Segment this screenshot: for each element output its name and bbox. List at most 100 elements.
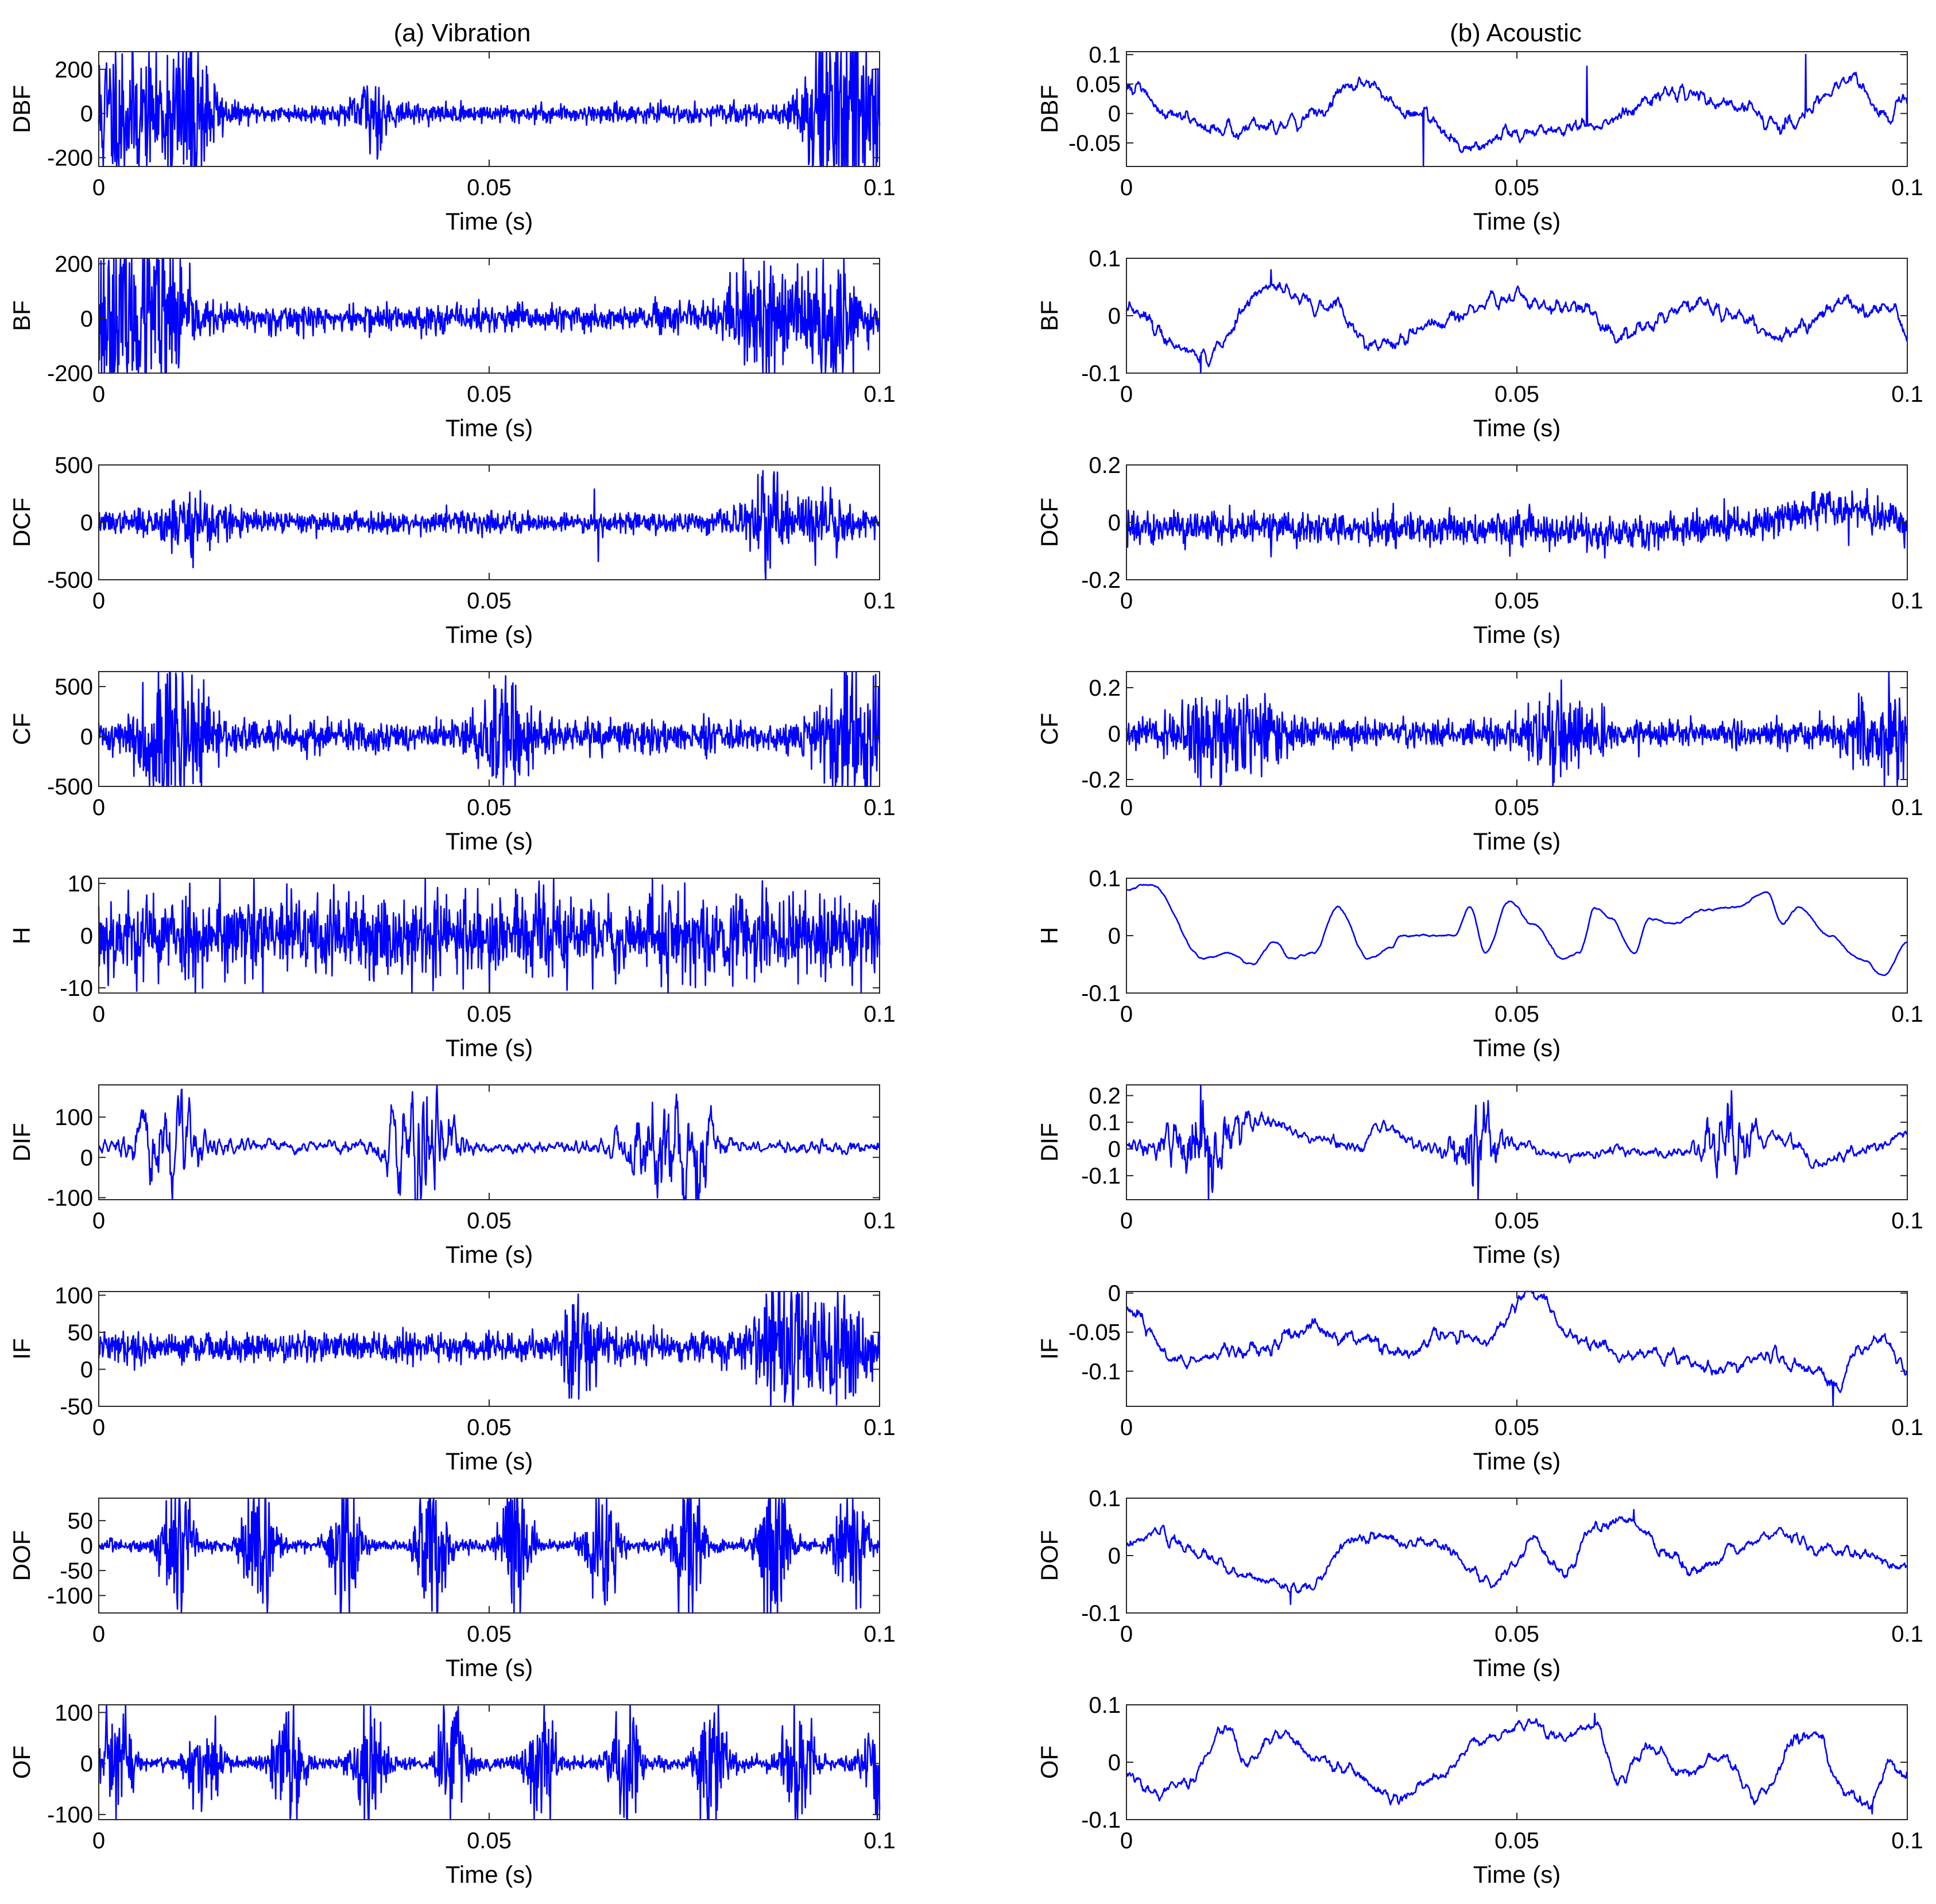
x-tick-label: 0 — [1120, 1415, 1133, 1440]
x-tick-label: 0.05 — [467, 1002, 512, 1027]
series-line — [98, 1497, 880, 1614]
x-tick-label: 0.05 — [467, 1208, 512, 1234]
series-line — [1126, 1712, 1908, 1815]
y-axis-label: DIF — [8, 1123, 35, 1162]
y-tick-label: -0.2 — [1081, 767, 1121, 793]
series-line — [1125, 1509, 1908, 1606]
x-tick-label: 0.1 — [1891, 795, 1923, 820]
y-axis-label: DOF — [8, 1530, 35, 1581]
y-axis-label: DBF — [1036, 85, 1063, 133]
x-tick-label: 0.05 — [467, 1415, 512, 1440]
series-line — [1125, 670, 1908, 788]
y-tick-label: 0 — [80, 510, 93, 536]
plot-frame — [1126, 1291, 1908, 1407]
x-axis-label: Time (s) — [446, 1241, 533, 1268]
x-tick-label: 0 — [1120, 795, 1133, 820]
series-line — [98, 1290, 881, 1407]
x-tick-label: 0.05 — [1494, 1208, 1539, 1234]
y-tick-label: -0.05 — [1068, 1320, 1121, 1345]
x-axis-label: Time (s) — [1473, 1034, 1561, 1061]
y-tick-label: -500 — [47, 774, 93, 800]
y-axis-label: DOF — [1036, 1530, 1063, 1581]
x-tick-label: 0 — [1120, 1622, 1133, 1647]
y-tick-label: 0.1 — [1089, 866, 1121, 891]
y-tick-label: 100 — [55, 1700, 93, 1725]
x-tick-label: 0.05 — [1494, 1828, 1539, 1853]
x-tick-label: 0.1 — [1891, 382, 1923, 407]
y-axis-label: CF — [8, 713, 35, 745]
y-tick-label: 500 — [55, 674, 93, 700]
y-axis-label: IF — [1036, 1338, 1063, 1359]
x-tick-label: 0.05 — [1494, 588, 1539, 614]
y-axis-label: BF — [8, 300, 35, 331]
x-tick-label: 0 — [1120, 1828, 1133, 1853]
y-tick-label: -0.2 — [1081, 568, 1121, 593]
x-tick-label: 0.1 — [864, 1622, 896, 1647]
y-tick-label: 500 — [55, 453, 93, 478]
series-line — [98, 670, 881, 788]
y-tick-label: 0.05 — [1076, 72, 1121, 97]
y-tick-label: -50 — [60, 1394, 93, 1420]
y-tick-label: 50 — [68, 1509, 94, 1534]
y-tick-label: -500 — [47, 568, 93, 593]
y-tick-label: 0 — [1108, 924, 1121, 949]
x-tick-label: 0 — [92, 1415, 105, 1440]
x-tick-label: 0.1 — [864, 1002, 896, 1027]
y-tick-label: 0 — [1108, 102, 1121, 127]
x-tick-label: 0 — [92, 795, 105, 820]
plot-frame — [1126, 51, 1908, 167]
y-tick-label: -200 — [47, 146, 93, 171]
y-tick-label: 0 — [1108, 1281, 1121, 1306]
x-axis-label: Time (s) — [446, 414, 533, 441]
x-axis-label: Time (s) — [446, 1861, 533, 1888]
x-axis-label: Time (s) — [1473, 828, 1561, 855]
y-tick-label: -100 — [47, 1185, 93, 1211]
panel-vibration-DBF: 0 0.05 0.1 200 0 -200 Time (s) DBF — [8, 51, 896, 235]
y-tick-label: -0.1 — [1081, 1808, 1121, 1833]
y-tick-label: 0 — [1108, 304, 1121, 329]
y-axis-label: BF — [1036, 300, 1063, 331]
panel-acoustic-DBF: 0 0.05 0.1 0.1 0.05 0 -0.05 Time (s) DBF — [1036, 42, 1923, 235]
x-axis-label: Time (s) — [446, 1654, 533, 1681]
x-tick-label: 0.1 — [1891, 1002, 1923, 1027]
y-axis-label: CF — [1036, 713, 1063, 745]
series-line — [98, 470, 880, 581]
panel-acoustic-IF: 0 0.05 0.1 0 -0.05 -0.1 Time (s) IF — [1036, 1281, 1923, 1475]
y-tick-label: -0.1 — [1081, 1601, 1121, 1626]
x-tick-label: 0 — [92, 1622, 105, 1647]
y-tick-label: -0.05 — [1068, 131, 1121, 156]
x-axis-label: Time (s) — [1473, 1241, 1561, 1268]
y-tick-label: 0 — [80, 724, 93, 750]
x-tick-label: 0.05 — [1494, 795, 1539, 820]
y-tick-label: 0.1 — [1089, 1693, 1121, 1718]
y-tick-label: 50 — [68, 1320, 94, 1345]
x-axis-label: Time (s) — [1473, 208, 1561, 235]
x-tick-label: 0 — [92, 588, 105, 614]
series-line — [1125, 488, 1908, 559]
y-axis-label: DIF — [1036, 1123, 1063, 1162]
y-tick-label: 0 — [80, 1534, 93, 1559]
y-tick-label: 0 — [1108, 510, 1121, 536]
x-tick-label: 0.1 — [1891, 588, 1923, 614]
x-tick-label: 0.1 — [864, 1828, 896, 1853]
x-axis-label: Time (s) — [446, 1448, 533, 1475]
x-axis-label: Time (s) — [1473, 1448, 1561, 1475]
y-axis-label: DBF — [8, 85, 35, 133]
y-tick-label: 10 — [68, 871, 94, 897]
x-tick-label: 0.1 — [864, 588, 896, 614]
series-line — [1126, 1084, 1908, 1201]
x-tick-label: 0.1 — [864, 175, 896, 200]
series-line — [98, 257, 881, 374]
y-tick-label: -100 — [47, 1584, 93, 1609]
y-axis-label: H — [1036, 927, 1063, 944]
